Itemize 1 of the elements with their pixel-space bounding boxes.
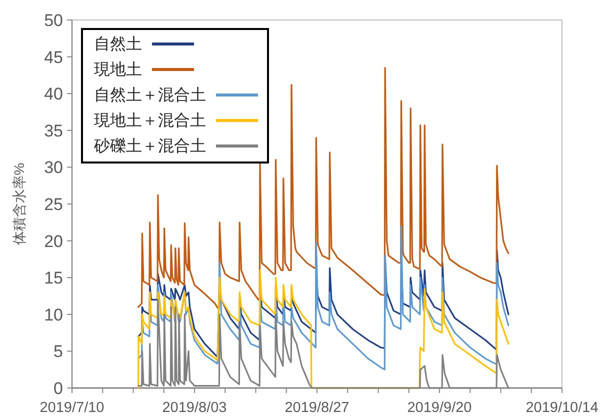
ylabel: 体積含水率% xyxy=(11,162,27,246)
